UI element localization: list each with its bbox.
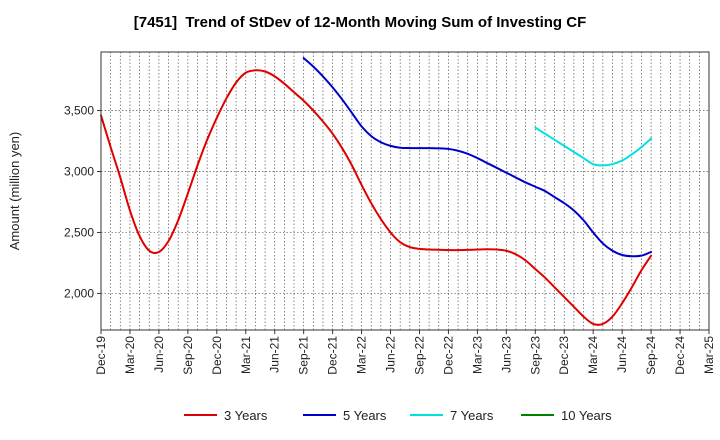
y-tick-label: 3,000 [64,164,94,178]
grid-lines [101,52,709,330]
x-tick-label: Dec-23 [557,336,571,375]
legend: 3 Years 5 Years 7 Years 10 Years [184,408,612,423]
x-tick-label: Mar-25 [702,336,716,374]
x-tick-label: Dec-24 [673,336,687,375]
series-lines [100,57,653,326]
x-tick-label: Sep-22 [412,336,426,375]
x-tick-label: Mar-23 [470,336,484,374]
series-line-5-years [302,57,653,258]
chart-title: [7451] Trend of StDev of 12-Month Moving… [133,14,587,31]
x-tick-label: Dec-22 [441,336,455,375]
x-tick-label: Sep-24 [644,336,658,375]
y-tick-label: 2,500 [64,225,94,239]
x-axis: Dec-19 Mar-20 Jun-20 Sep-20 Dec-20 Mar-21 Jun-… [94,330,716,375]
series-line-3-years [100,69,653,326]
x-tick-label: Sep-20 [181,336,195,375]
x-tick-label: Sep-23 [528,336,542,375]
x-tick-label: Jun-22 [384,336,398,373]
x-tick-label: Jun-21 [268,336,282,373]
x-tick-label: Dec-21 [326,336,340,375]
x-tick-label: Mar-20 [123,336,137,374]
x-tick-label: Mar-24 [586,336,600,374]
series-line-7-years [534,126,653,167]
legend-item-3-years: 3 Years [184,408,268,423]
x-tick-label: Jun-23 [499,336,513,373]
legend-label: 5 Years [343,408,387,423]
x-tick-label: Sep-21 [297,336,311,375]
x-tick-label: Dec-19 [94,336,108,375]
x-tick-label: Mar-22 [355,336,369,374]
y-tick-label: 3,500 [64,104,94,118]
y-tick-label: 2,000 [64,286,94,300]
legend-label: 3 Years [224,408,268,423]
y-axis-title: Amount (million yen) [7,132,22,251]
legend-label: 10 Years [561,408,612,423]
y-axis: 2,000 2,500 3,000 3,500 [64,104,101,300]
x-tick-label: Mar-21 [239,336,253,374]
legend-item-10-years: 10 Years [521,408,612,423]
legend-label: 7 Years [450,408,494,423]
legend-item-7-years: 7 Years [410,408,494,423]
x-tick-label: Jun-20 [152,336,166,373]
x-tick-label: Jun-24 [615,336,629,373]
x-tick-label: Dec-20 [210,336,224,375]
legend-item-5-years: 5 Years [303,408,387,423]
plot-area-border [100,51,710,331]
